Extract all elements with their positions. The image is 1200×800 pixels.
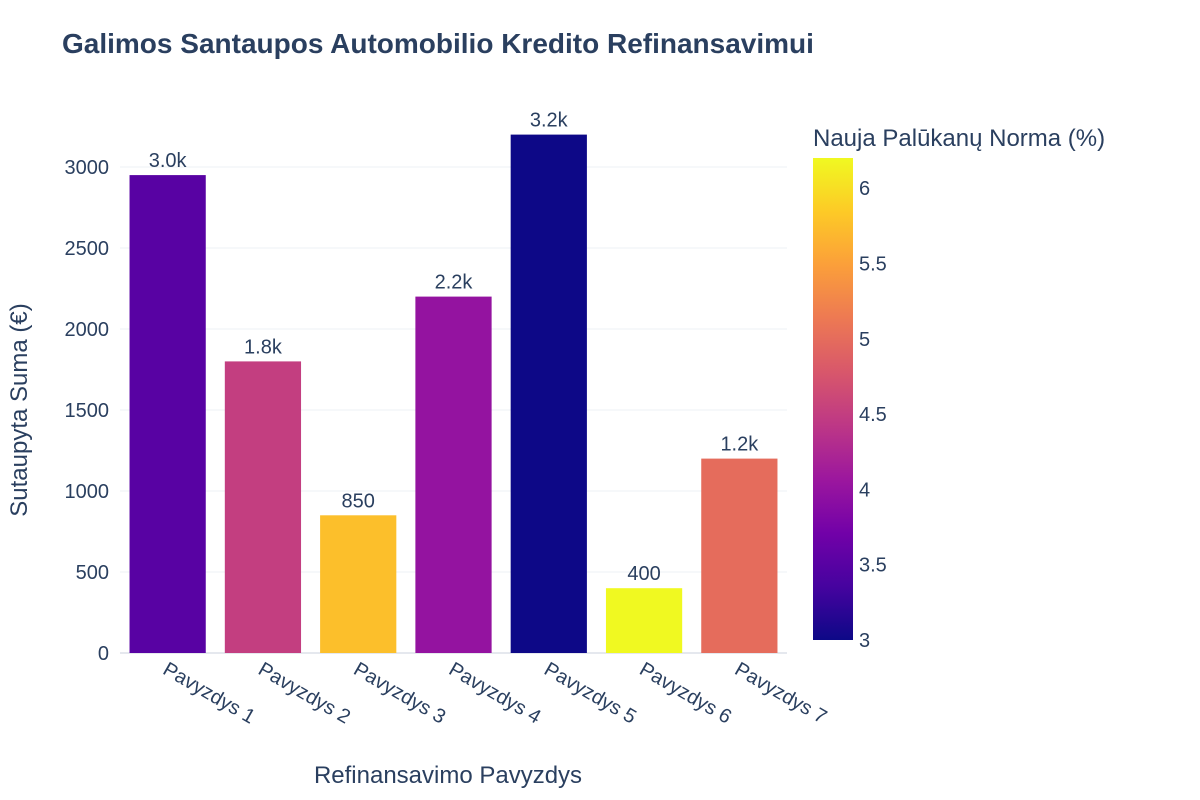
data-label: 3.0k [149,150,188,172]
colorbar-tick-label: 4 [859,479,870,501]
x-tick-label: Pavyzdys 5 [540,658,640,728]
x-axis-title: Refinansavimo Pavyzdys [314,762,582,789]
bar[interactable] [129,175,206,653]
colorbar-tick-label: 3 [859,630,870,652]
y-tick-label: 1000 [65,481,110,503]
x-tick-label: Pavyzdys 2 [254,658,354,728]
y-tick-label: 2000 [65,319,110,341]
data-label: 1.8k [244,336,283,358]
x-tick-label: Pavyzdys 7 [731,658,831,728]
data-label: 2.2k [435,272,474,294]
data-label: 850 [342,490,375,512]
y-tick-label: 0 [98,643,109,665]
bar[interactable] [320,515,397,653]
y-tick-label: 1500 [65,400,110,422]
colorbar [813,158,853,640]
y-tick-label: 500 [76,562,109,584]
bar[interactable] [605,588,683,653]
x-tick-label: Pavyzdys 6 [636,658,736,728]
bar[interactable] [415,296,492,653]
chart-title: Galimos Santaupos Automobilio Kredito Re… [62,28,814,59]
y-tick-label: 2500 [65,238,110,260]
colorbar-title: Nauja Palūkanų Norma (%) [813,125,1105,152]
colorbar-tick-label: 6 [859,178,870,200]
colorbar-tick-label: 5.5 [859,253,887,275]
colorbar-tick-label: 4.5 [859,404,887,426]
bar[interactable] [510,134,587,654]
data-label: 1.2k [720,434,759,456]
x-tick-label: Pavyzdys 4 [445,658,545,728]
x-tick-label: Pavyzdys 3 [350,658,450,728]
x-tick-label: Pavyzdys 1 [159,658,259,728]
data-label: 3.2k [530,110,569,132]
y-axis-title: Sutaupyta Suma (€) [6,303,33,516]
colorbar-tick-label: 5 [859,329,870,351]
bar[interactable] [224,361,302,653]
y-tick-label: 3000 [65,157,110,179]
bar[interactable] [701,458,778,653]
colorbar-tick-label: 3.5 [859,555,887,577]
data-label: 400 [627,563,660,585]
